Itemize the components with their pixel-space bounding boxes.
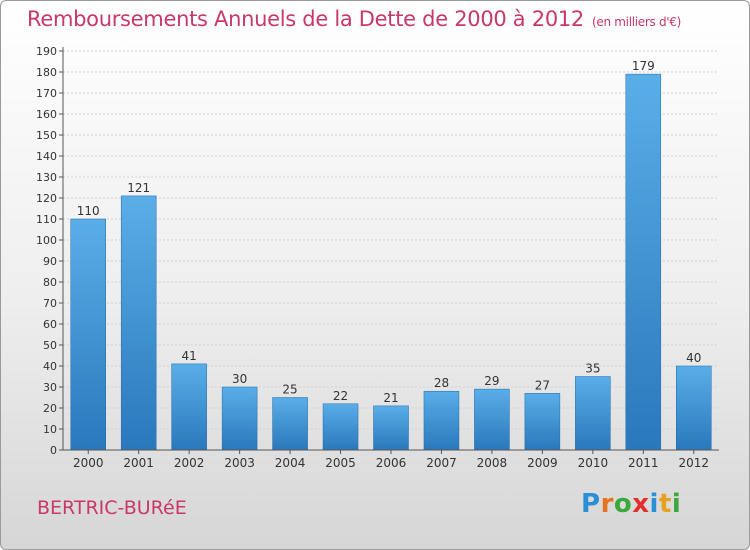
y-tick-label: 30 (43, 381, 57, 394)
y-tick-label: 70 (43, 297, 57, 310)
logo-letter: P (581, 489, 601, 519)
chart-title: Remboursements Annuels de la Dette de 20… (27, 7, 681, 31)
bar (221, 386, 258, 451)
bar (676, 365, 712, 451)
y-tick-label: 0 (50, 444, 57, 457)
proxiti-logo: Proxiti (581, 489, 681, 519)
bar-value-label: 29 (484, 374, 499, 388)
y-tick-label: 150 (36, 129, 57, 142)
bar-value-label: 21 (383, 391, 398, 405)
bar (70, 218, 106, 451)
y-tick-label: 60 (43, 318, 57, 331)
axes (59, 47, 719, 454)
logo-letter: i (671, 489, 682, 519)
commune-name: BERTRIC-BURéE (37, 497, 187, 519)
bar-value-label: 110 (77, 204, 100, 218)
y-tick-label: 20 (43, 402, 57, 415)
bar-value-label: 28 (434, 376, 449, 390)
x-tick-label: 2001 (123, 456, 154, 470)
y-tick-label: 190 (36, 45, 57, 58)
bar-value-label: 121 (127, 181, 150, 195)
chart-title-text: Remboursements Annuels de la Dette de 20… (27, 7, 584, 31)
y-tick-label: 130 (36, 171, 57, 184)
x-tick-label: 2004 (275, 456, 306, 470)
x-tick-label: 2006 (376, 456, 407, 470)
logo-letter: i (649, 489, 659, 519)
bars (70, 73, 712, 451)
bar (575, 376, 611, 451)
bar (625, 73, 662, 451)
y-tick-label: 50 (43, 339, 57, 352)
y-tick-label: 80 (43, 276, 57, 289)
x-tick-label: 2012 (678, 456, 709, 470)
bar (171, 363, 207, 451)
y-tick-label: 10 (43, 423, 57, 436)
chart-unit-note: (en milliers d'€) (592, 15, 682, 29)
x-tick-label: 2008 (477, 456, 508, 470)
x-tick-label: 2007 (426, 456, 457, 470)
y-tick-label: 120 (36, 192, 57, 205)
bar-value-label: 22 (333, 389, 348, 403)
bar-value-label: 41 (182, 349, 197, 363)
bar-value-label: 179 (632, 59, 655, 73)
logo-letter: r (600, 489, 614, 519)
y-tick-label: 170 (36, 87, 57, 100)
x-tick-label: 2003 (224, 456, 255, 470)
y-tick-label: 90 (43, 255, 57, 268)
y-tick-label: 140 (36, 150, 57, 163)
y-tick-label: 100 (36, 234, 57, 247)
bar-value-label: 35 (585, 362, 600, 376)
labels: 0 10 20 30 40 50 60 70 80 90 100 110 120 130 140 150 160… (36, 45, 709, 470)
x-tick-label: 2010 (578, 456, 609, 470)
y-tick-label: 160 (36, 108, 57, 121)
logo-letter: o (613, 489, 633, 519)
x-tick-label: 2002 (174, 456, 205, 470)
y-tick-label: 110 (36, 213, 57, 226)
x-tick-label: 2011 (628, 456, 659, 470)
bar-value-label: 25 (282, 383, 297, 397)
bar (322, 403, 359, 451)
logo-letter: t (658, 489, 672, 519)
bar (423, 390, 460, 451)
x-tick-label: 2005 (325, 456, 356, 470)
bar (272, 397, 308, 451)
bar-value-label: 27 (535, 378, 550, 392)
logo-letter: x (632, 489, 650, 519)
bar (474, 388, 510, 451)
bar (120, 195, 157, 451)
bar-value-label: 30 (232, 372, 247, 386)
bar (373, 405, 409, 451)
x-tick-label: 2000 (73, 456, 104, 470)
y-tick-label: 180 (36, 66, 57, 79)
bar (524, 393, 561, 451)
y-tick-label: 40 (43, 360, 57, 373)
x-tick-label: 2009 (527, 456, 558, 470)
bar-value-label: 40 (686, 351, 701, 365)
